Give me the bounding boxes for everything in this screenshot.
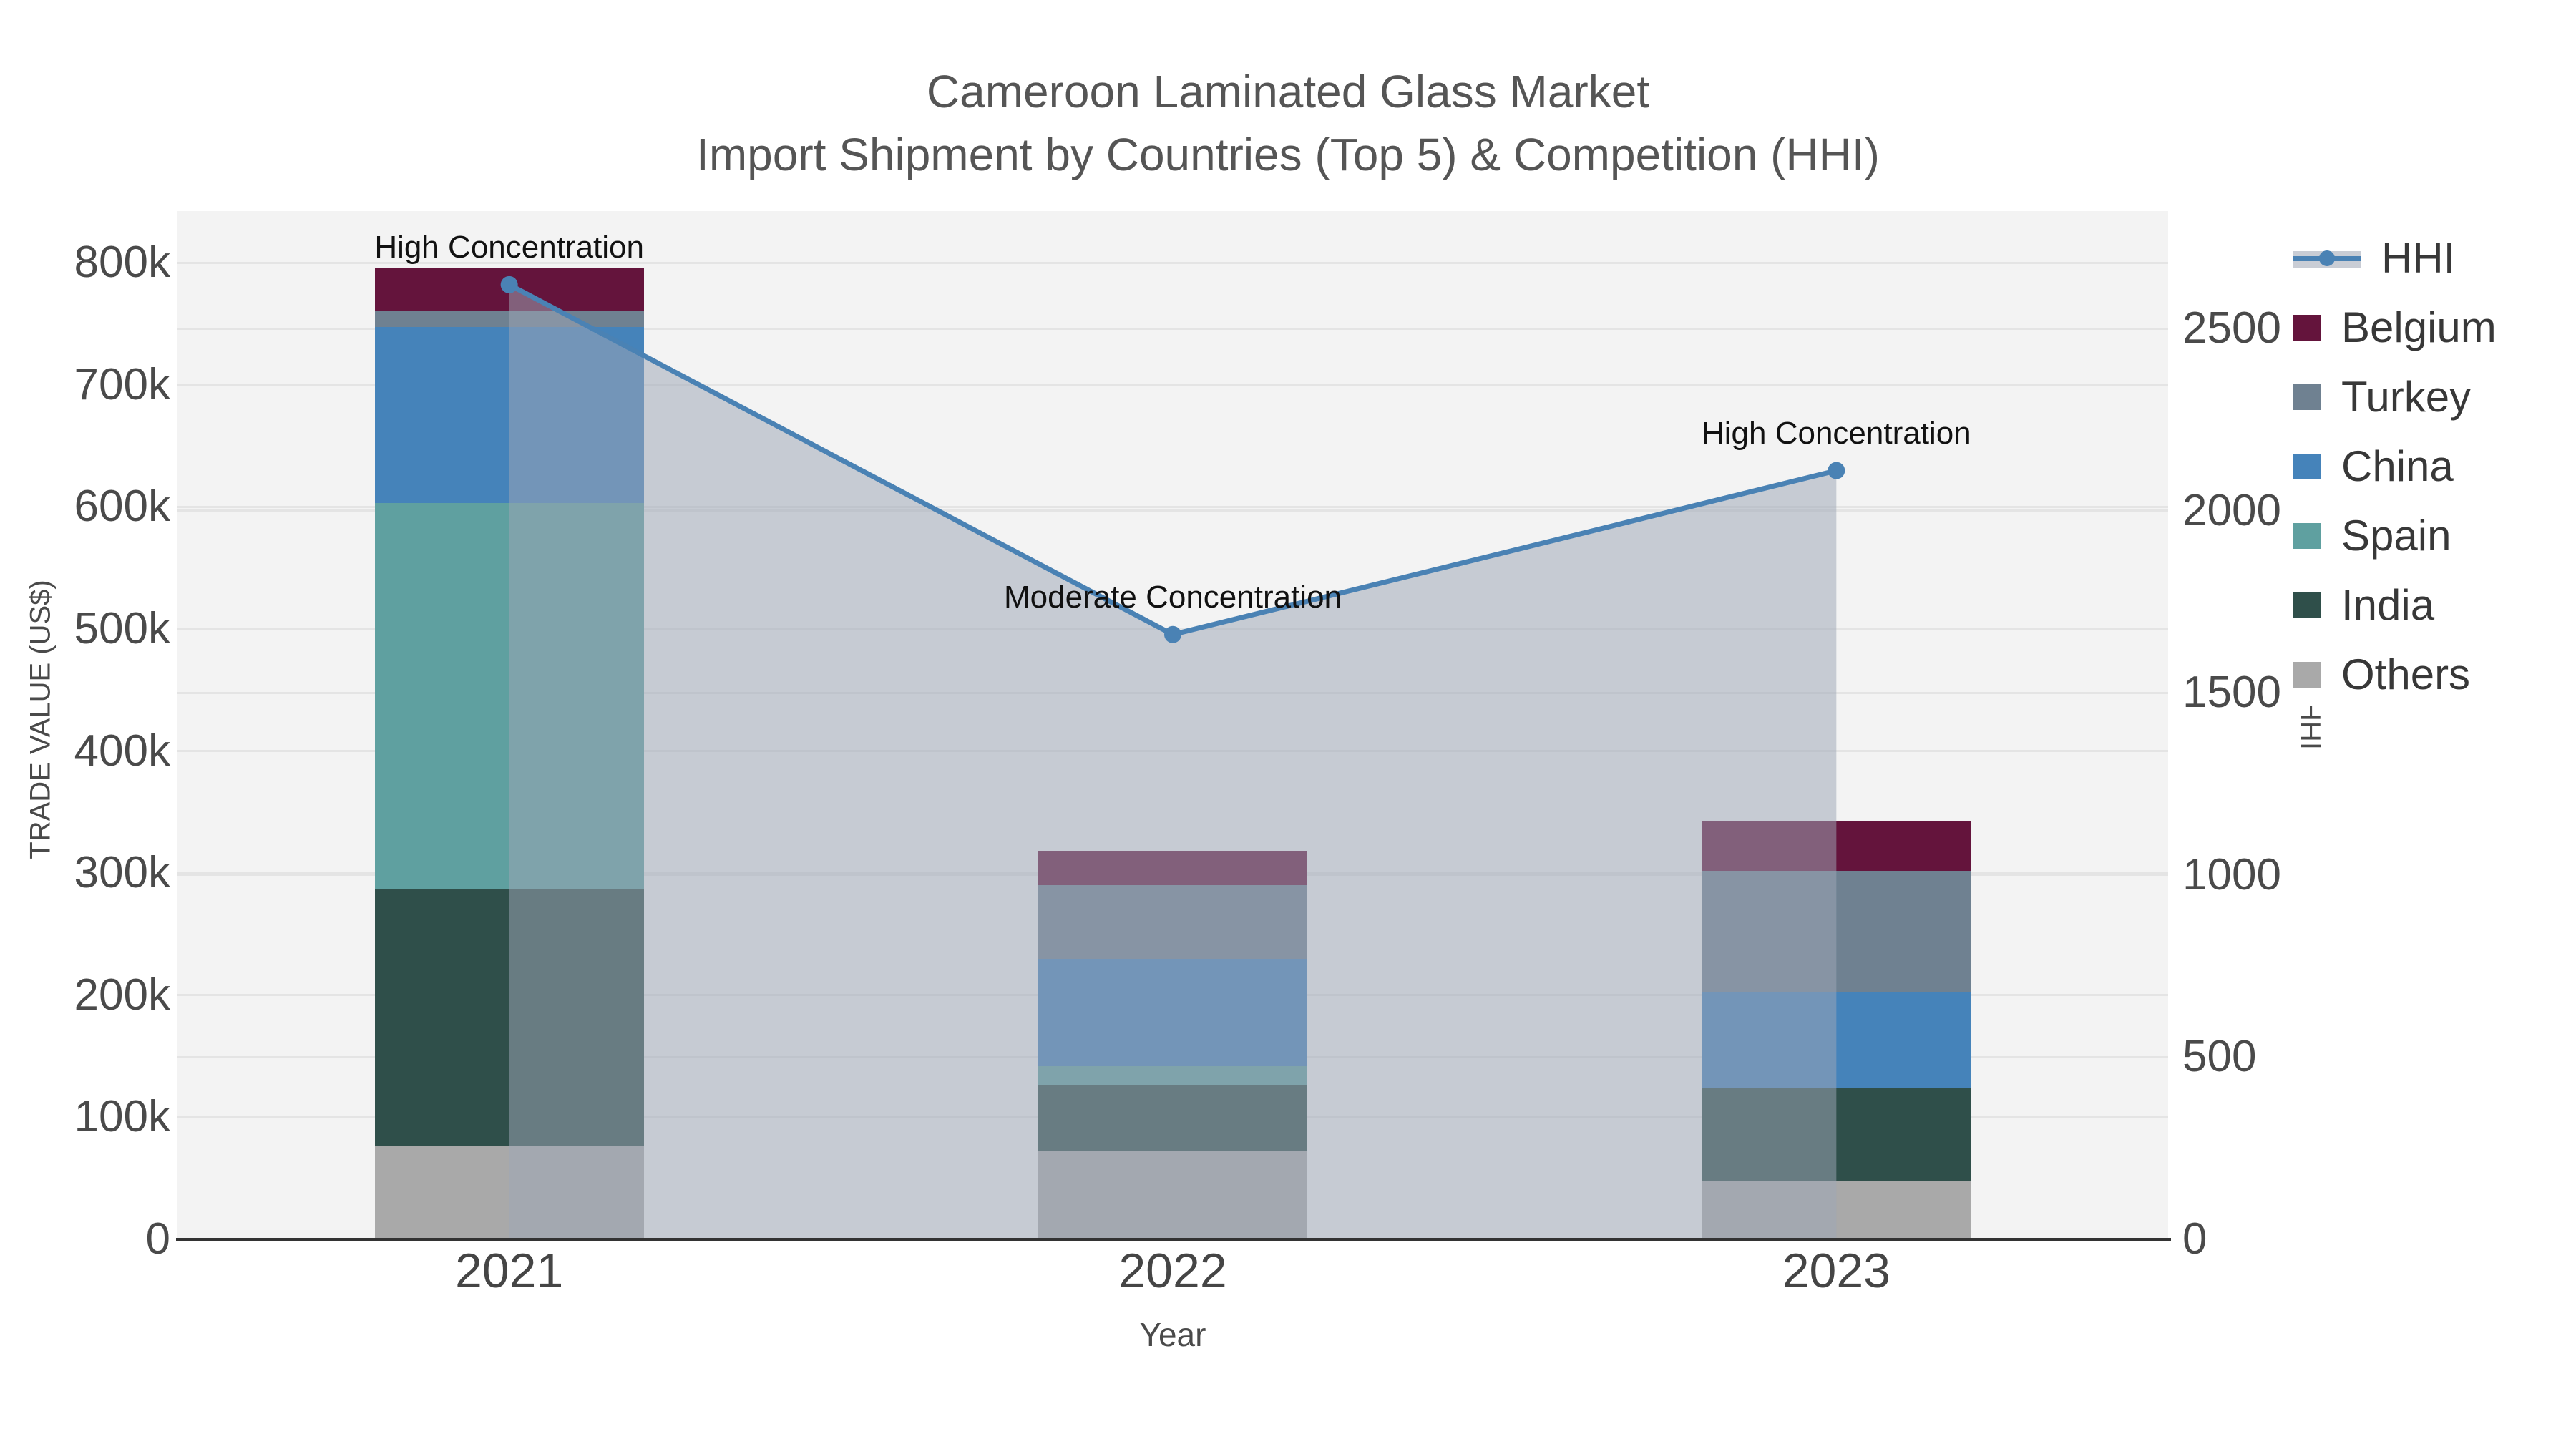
y-left-tick: 0: [145, 1214, 170, 1264]
y-left-axis-title: TRADE VALUE (US$): [24, 580, 57, 859]
legend-item-belgium[interactable]: Belgium: [2293, 304, 2576, 351]
y-right-tick: 1500: [2182, 668, 2281, 718]
hhi-marker-swatch: [2319, 250, 2335, 266]
y-right-tick: 0: [2182, 1214, 2207, 1264]
y-left-tick: 800k: [74, 238, 170, 287]
y-right-tick: 2000: [2182, 485, 2281, 535]
y-left-tick: 600k: [74, 482, 170, 532]
bar-turkey-2023[interactable]: [1702, 870, 1971, 992]
legend-label: India: [2341, 581, 2435, 629]
y-left-tick: 200k: [74, 970, 170, 1020]
legend-item-india[interactable]: India: [2293, 582, 2576, 629]
legend-label: Turkey: [2341, 373, 2472, 421]
bar-china-2021[interactable]: [374, 327, 644, 504]
legend-color-swatch: [2293, 523, 2321, 549]
x-axis-line: [176, 1238, 2171, 1241]
y-right-tick: 500: [2182, 1032, 2257, 1082]
legend-label: Spain: [2341, 512, 2451, 560]
x-tick-2022: 2022: [1118, 1244, 1227, 1298]
y-left-tick: 400k: [74, 726, 170, 776]
y-left-tick: 700k: [74, 359, 170, 409]
y-right-tick: 2500: [2182, 303, 2281, 353]
legend-label: China: [2341, 442, 2454, 490]
bar-others-2022[interactable]: [1038, 1151, 1307, 1239]
bar-belgium-2023[interactable]: [1702, 821, 1971, 871]
bar-belgium-2022[interactable]: [1038, 851, 1307, 886]
annotation-1: High Concentration: [374, 229, 644, 265]
legend-color-swatch: [2293, 662, 2321, 688]
legend-item-hhi[interactable]: HHI: [2293, 235, 2576, 282]
y-left-tick: 100k: [74, 1092, 170, 1142]
bar-india-2021[interactable]: [374, 889, 644, 1146]
bar-india-2022[interactable]: [1038, 1085, 1307, 1152]
annotation-3: High Concentration: [1701, 415, 1971, 451]
legend-color-swatch: [2293, 592, 2321, 618]
x-axis-title: Year: [1139, 1316, 1206, 1353]
legend-label: HHI: [2381, 234, 2456, 282]
bar-china-2023[interactable]: [1702, 991, 1971, 1088]
bar-spain-2021[interactable]: [374, 503, 644, 889]
legend-color-swatch: [2293, 384, 2321, 410]
y-left-tick: 500k: [74, 603, 170, 653]
legend-item-china[interactable]: China: [2293, 443, 2576, 490]
y-left-tick: 300k: [74, 848, 170, 898]
legend: HHI Belgium Turkey China Spain India Others: [2283, 228, 2576, 706]
bar-others-2021[interactable]: [374, 1145, 644, 1239]
x-tick-2023: 2023: [1782, 1244, 1890, 1298]
bar-india-2023[interactable]: [1702, 1088, 1971, 1181]
y-right-tick: 1000: [2182, 849, 2281, 899]
hhi-legend-swatch-icon: [2293, 245, 2361, 271]
bar-china-2022[interactable]: [1038, 958, 1307, 1066]
legend-item-turkey[interactable]: Turkey: [2293, 374, 2576, 421]
chart-title: Cameroon Laminated Glass Market Import S…: [0, 60, 2576, 186]
bar-belgium-2021[interactable]: [374, 267, 644, 312]
legend-label: Others: [2341, 650, 2471, 698]
bar-others-2023[interactable]: [1702, 1181, 1971, 1239]
legend-label: Belgium: [2341, 303, 2497, 351]
bar-turkey-2021[interactable]: [374, 311, 644, 328]
legend-color-swatch: [2293, 315, 2321, 341]
x-tick-2021: 2021: [455, 1244, 564, 1298]
legend-item-others[interactable]: Others: [2293, 651, 2576, 698]
annotation-2: Moderate Concentration: [1003, 579, 1342, 615]
chart-title-line1: Cameroon Laminated Glass Market: [926, 66, 1650, 117]
chart-title-line2: Import Shipment by Countries (Top 5) & C…: [696, 129, 1880, 180]
legend-item-spain[interactable]: Spain: [2293, 512, 2576, 560]
legend-color-swatch: [2293, 454, 2321, 479]
bar-turkey-2022[interactable]: [1038, 885, 1307, 959]
gridline-left: [177, 261, 2168, 264]
bar-spain-2022[interactable]: [1038, 1065, 1307, 1085]
